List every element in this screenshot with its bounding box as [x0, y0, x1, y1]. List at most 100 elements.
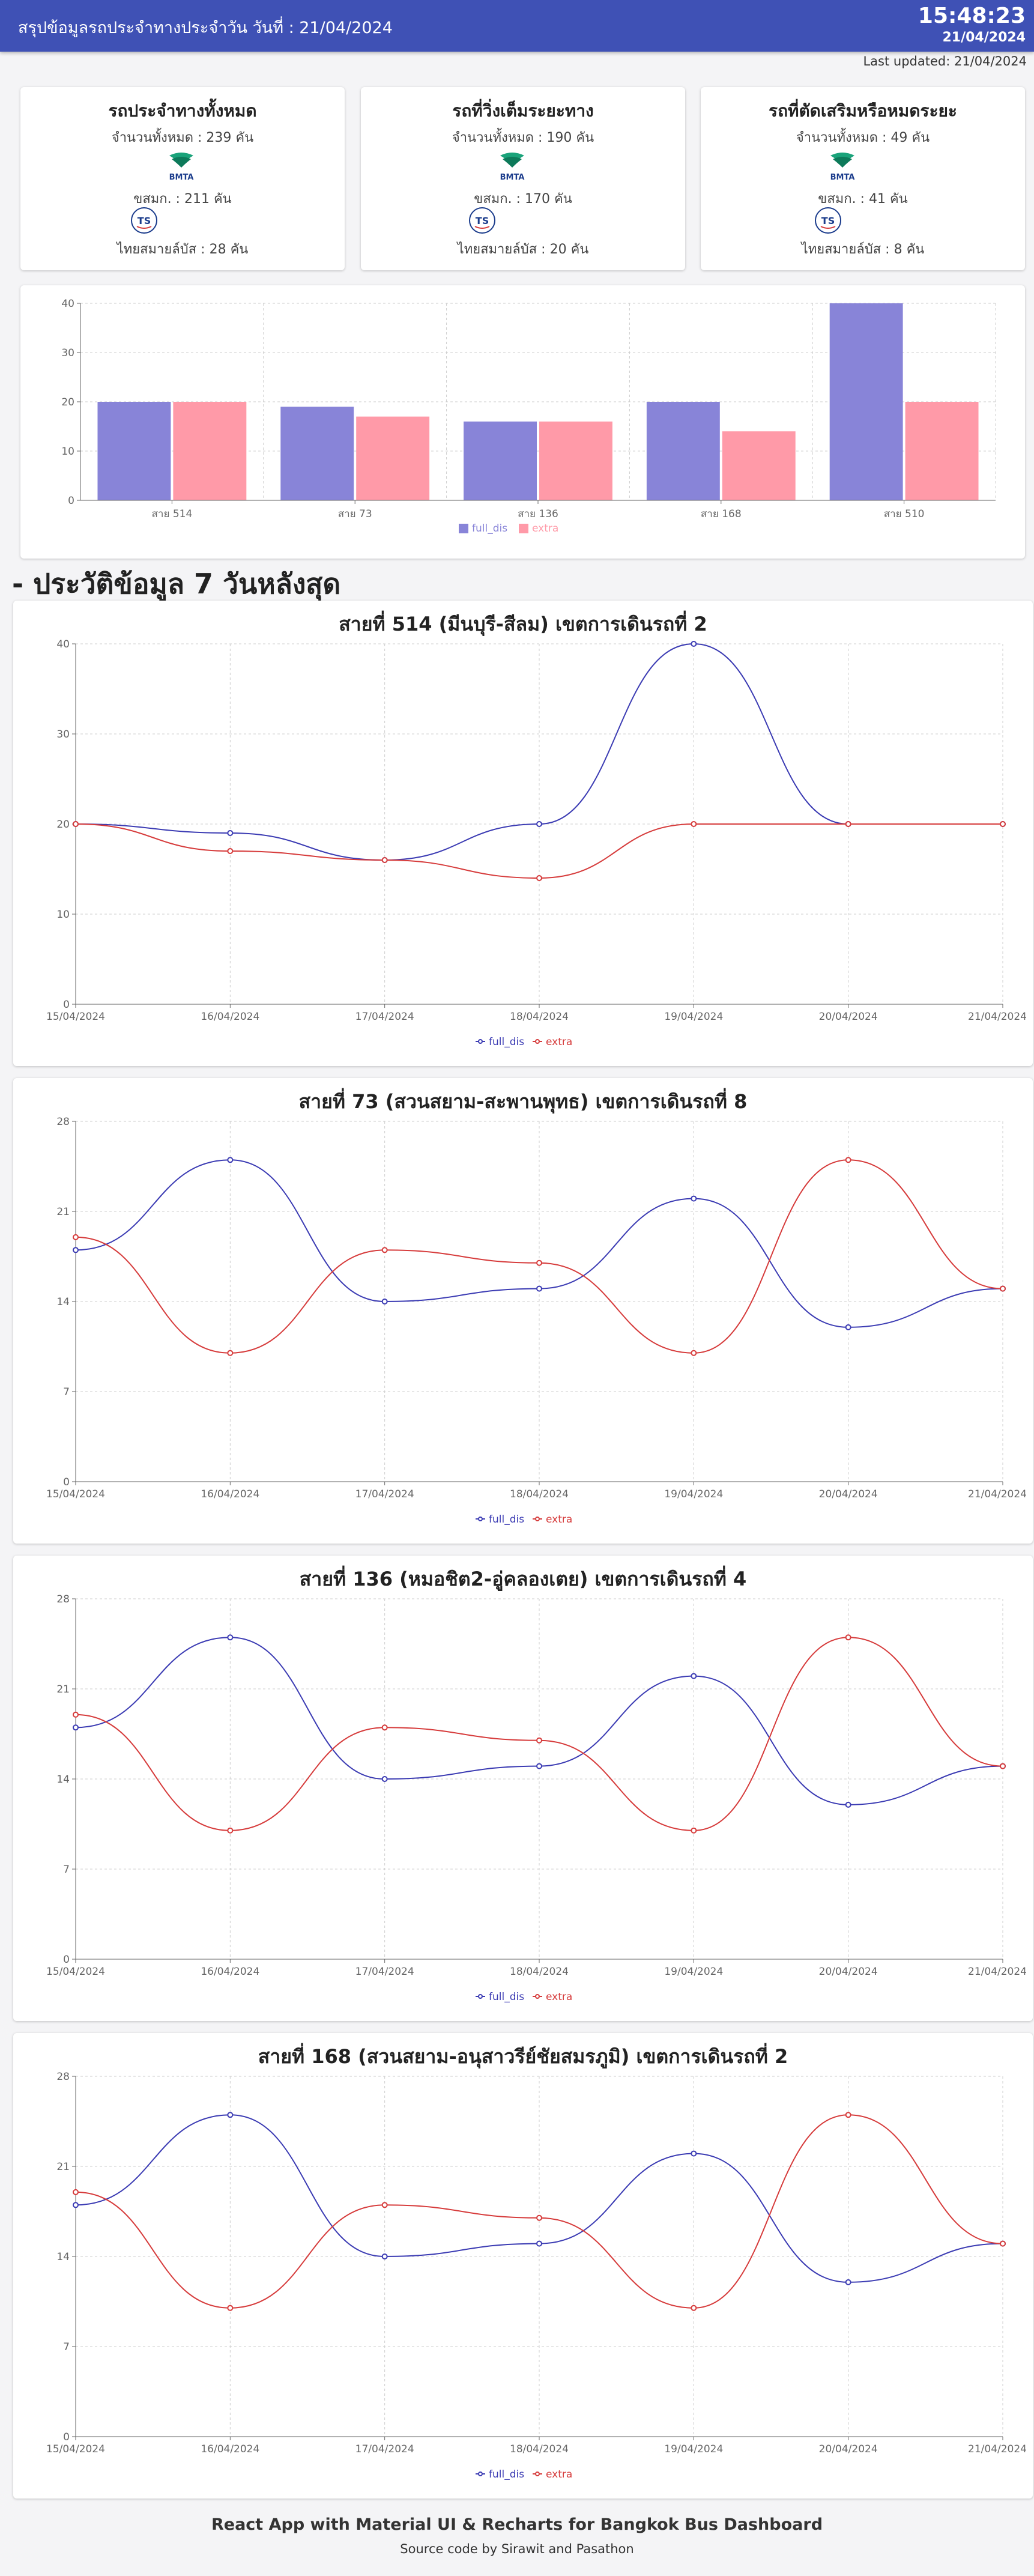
data-point-full_dis: [227, 830, 234, 836]
x-tick-label: 20/04/2024: [819, 1011, 878, 1023]
x-tick-label: 17/04/2024: [355, 1011, 414, 1023]
x-tick-label: 16/04/2024: [201, 2443, 259, 2455]
y-tick-label: 0: [63, 999, 70, 1011]
x-tick-label: 21/04/2024: [968, 2443, 1027, 2455]
bmta-row: BMTA ขสมก. : 41 คัน: [701, 151, 1025, 207]
data-point-full_dis: [73, 2202, 79, 2208]
x-tick-label: 18/04/2024: [510, 1011, 569, 1023]
y-tick-label: 10: [56, 909, 70, 921]
x-tick-label: 15/04/2024: [46, 1488, 105, 1500]
y-tick-label: 28: [56, 1116, 70, 1128]
legend-label: full_dis: [489, 1036, 524, 1048]
data-point-full_dis: [691, 641, 697, 647]
data-point-extra: [691, 2305, 697, 2311]
legend-marker: [535, 1039, 540, 1044]
line-chart-title: สายที่ 136 (หมอชิต2-อู่คลองเตย) เขตการเด…: [299, 1568, 747, 1590]
svg-text:TS: TS: [476, 215, 489, 226]
legend-label: full_dis: [489, 2468, 524, 2481]
legend-marker: [535, 1517, 540, 1521]
summary-card-total: รถประจำทางทั้งหมด จำนวนทั้งหมด : 239 คัน…: [20, 87, 345, 270]
data-point-full_dis: [536, 821, 542, 827]
y-tick-label: 30: [61, 347, 74, 359]
y-tick-label: 21: [56, 1683, 70, 1696]
tsb-logo-icon: TS: [131, 207, 157, 234]
x-tick-label: 21/04/2024: [968, 1011, 1027, 1023]
line-chart-title: สายที่ 168 (สวนสยาม-อนุสาวรีย์ชัยสมรภูมิ…: [258, 2045, 788, 2068]
bar-chart-card: 0 10 20 30 40 สาย 514 สาย 73 สาย 136 สาย 168 สาย …: [20, 285, 1025, 559]
x-tick-label: สาย 136: [518, 508, 558, 520]
last-updated: Last updated: 21/04/2024: [863, 54, 1027, 68]
data-point-extra: [845, 2112, 851, 2118]
bmta-row: BMTA ขสมก. : 170 คัน: [361, 151, 685, 207]
summary-card-extra: รถที่ตัดเสริมหรือหมดระยะ จำนวนทั้งหมด : …: [701, 87, 1025, 270]
legend-marker: [535, 2471, 540, 2476]
x-tick-label: 19/04/2024: [664, 2443, 723, 2455]
tsb-row: TS ไทยสมายล์บัส : 28 คัน: [20, 207, 345, 261]
clock: 15:48:23: [918, 4, 1026, 28]
y-tick-label: 0: [63, 1476, 70, 1488]
section-title: - ประวัติข้อมูล 7 วันหลังสุด: [12, 568, 341, 600]
legend-marker: [478, 1994, 483, 1999]
summary-card-title: รถประจำทางทั้งหมด: [108, 101, 257, 121]
bar-full_dis: [829, 303, 903, 500]
legend-marker: [478, 1517, 483, 1521]
legend-marker: [535, 1994, 540, 1999]
data-point-full_dis: [536, 1763, 542, 1769]
legend-label: extra: [532, 523, 558, 535]
bar-full_dis: [646, 402, 720, 500]
bmta-logo-icon: BMTA: [163, 151, 199, 184]
data-point-extra: [691, 1350, 697, 1356]
y-tick-label: 21: [56, 2161, 70, 2173]
header-date: 21/04/2024: [942, 30, 1026, 45]
y-tick-label: 14: [56, 1774, 70, 1786]
y-tick-label: 7: [63, 1386, 70, 1398]
data-point-extra: [227, 1350, 234, 1356]
data-point-extra: [1000, 2240, 1006, 2247]
tsb-row: TS ไทยสมายล์บัส : 20 คัน: [361, 207, 685, 261]
svg-text:BMTA: BMTA: [169, 173, 194, 182]
x-tick-label: 18/04/2024: [510, 1966, 569, 1978]
page-title: สรุปข้อมูลรถประจำทางประจำวัน วันที่ : 21…: [18, 19, 393, 37]
data-point-full_dis: [227, 2112, 234, 2118]
bar-full_dis: [464, 421, 537, 500]
data-point-extra: [1000, 1285, 1006, 1292]
y-tick-label: 0: [68, 495, 74, 507]
y-tick-label: 14: [56, 1296, 70, 1308]
legend-marker: [478, 2471, 483, 2476]
data-point-extra: [227, 1827, 234, 1834]
summary-total: จำนวนทั้งหมด : 190 คัน: [452, 130, 594, 145]
data-point-extra: [381, 2202, 388, 2208]
bar-extra: [539, 421, 612, 500]
x-tick-label: สาย 73: [338, 508, 372, 520]
line-chart-136: 0 7 14 21 28 15/04/2024 16/04/2024 17/04/2024 18…: [46, 1593, 1027, 2003]
data-point-extra: [691, 821, 697, 827]
data-point-full_dis: [691, 2150, 697, 2157]
bar-extra: [905, 402, 979, 500]
legend-label: extra: [546, 1514, 572, 1526]
x-tick-label: 16/04/2024: [201, 1011, 259, 1023]
line-chart-168: 0 7 14 21 28 15/04/2024 16/04/2024 17/04/2024 18…: [46, 2071, 1027, 2481]
tsb-count: ไทยสมายล์บัส : 8 คัน: [801, 242, 925, 257]
y-tick-label: 7: [63, 1864, 70, 1876]
tsb-row: TS ไทยสมายล์บัส : 8 คัน: [701, 207, 1025, 261]
x-tick-label: 20/04/2024: [819, 1966, 878, 1978]
bmta-count: ขสมก. : 170 คัน: [474, 192, 572, 207]
data-point-full_dis: [691, 1195, 697, 1202]
summary-card-full-distance: รถที่วิ่งเต็มระยะทาง จำนวนทั้งหมด : 190 …: [361, 87, 685, 270]
legend-swatch: [519, 524, 528, 533]
bar-extra: [356, 416, 430, 500]
data-point-extra: [845, 1634, 851, 1641]
data-point-extra: [1000, 1763, 1006, 1769]
app-header: สรุปข้อมูลรถประจำทางประจำวัน วันที่ : 21…: [0, 0, 1034, 52]
line-chart-73: 0 7 14 21 28 15/04/2024 16/04/2024 17/04/2024 18…: [46, 1116, 1027, 1526]
y-tick-label: 0: [63, 2431, 70, 2443]
footer-credits: React App with Material UI & Recharts fo…: [211, 2515, 823, 2534]
legend-label: extra: [546, 2468, 572, 2481]
x-tick-label: 17/04/2024: [355, 1488, 414, 1500]
legend-swatch: [459, 524, 468, 533]
tsb-count: ไทยสมายล์บัส : 28 คัน: [116, 242, 249, 257]
x-tick-label: 19/04/2024: [664, 1011, 723, 1023]
y-tick-label: 10: [61, 446, 74, 458]
y-tick-label: 20: [56, 819, 70, 831]
bmta-row: BMTA ขสมก. : 211 คัน: [20, 151, 345, 207]
